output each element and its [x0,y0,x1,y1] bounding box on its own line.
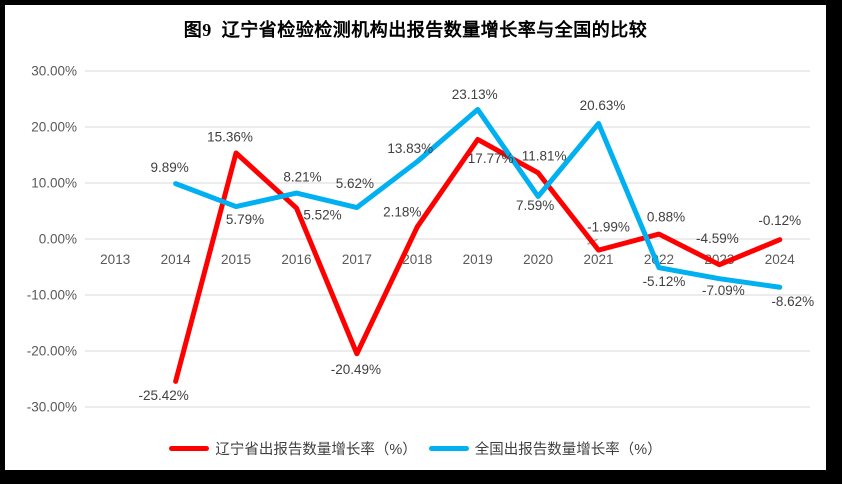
data-label-liaoning: -1.99% [587,220,630,235]
data-label-liaoning: -20.49% [331,362,381,377]
data-label-liaoning: 11.81% [522,148,567,163]
data-label-liaoning: 15.36% [207,129,253,144]
x-tick-label: 2021 [584,252,614,267]
data-label-liaoning: 2.18% [383,204,421,219]
y-tick-label: 30.00% [31,64,77,79]
y-tick-label: -30.00% [27,400,77,415]
legend-label-national: 全国出报告数量增长率（%） [474,442,662,458]
data-label-national: 20.63% [580,98,626,113]
legend-item-national: 全国出报告数量增长率（%） [428,438,662,459]
x-tick-label: 2020 [523,252,553,267]
series-line-liaoning [173,136,783,384]
chart-title: 图9 辽宁省检验检测机构出报告数量增长率与全国的比较 [183,20,648,40]
series-line-national [173,106,783,290]
data-label-national: 5.79% [226,212,264,227]
data-label-national: -7.09% [702,283,745,298]
x-tick-label: 2016 [281,252,311,267]
data-label-liaoning: 17.77% [468,151,514,166]
y-tick-label: 0.00% [39,232,77,247]
x-tick-label: 2017 [342,252,372,267]
data-label-national: 8.21% [283,170,321,185]
x-tick-label: 2019 [463,252,493,267]
plot-area: 30.00% 20.00% 10.00% 0.00% -10.00% -20.00% -30… [27,64,814,415]
x-tick-label: 2013 [100,252,130,267]
legend-item-liaoning: 辽宁省出报告数量增长率（%） [169,438,417,459]
legend-swatch-national [428,446,469,451]
data-label-national: 7.59% [516,198,554,213]
x-tick-label: 2015 [221,252,251,267]
data-label-liaoning: -4.59% [696,231,739,246]
x-tick-label: 2024 [765,252,796,267]
data-label-national: 23.13% [452,87,498,102]
legend-label-liaoning: 辽宁省出报告数量增长率（%） [215,442,417,458]
y-tick-label: 20.00% [31,120,77,135]
y-tick-label: -20.00% [27,344,77,359]
data-label-national: -5.12% [643,274,686,289]
data-label-national: 5.62% [336,176,374,191]
legend-swatch-liaoning [169,446,210,451]
data-label-liaoning: -0.12% [758,213,801,228]
data-label-liaoning: 0.88% [647,210,685,225]
data-label-liaoning: -25.42% [138,388,188,403]
data-label-national: 13.83% [387,141,433,156]
data-label-national: -8.62% [771,294,814,309]
x-tick-label: 2018 [402,252,432,267]
y-tick-label: -10.00% [27,288,77,303]
data-label-national: 9.89% [150,160,188,175]
legend: 辽宁省出报告数量增长率（%） 全国出报告数量增长率（%） [5,438,826,459]
data-label-liaoning: 5.52% [303,208,341,223]
x-tick-label: 2014 [161,252,192,267]
y-tick-label: 10.00% [31,176,77,191]
